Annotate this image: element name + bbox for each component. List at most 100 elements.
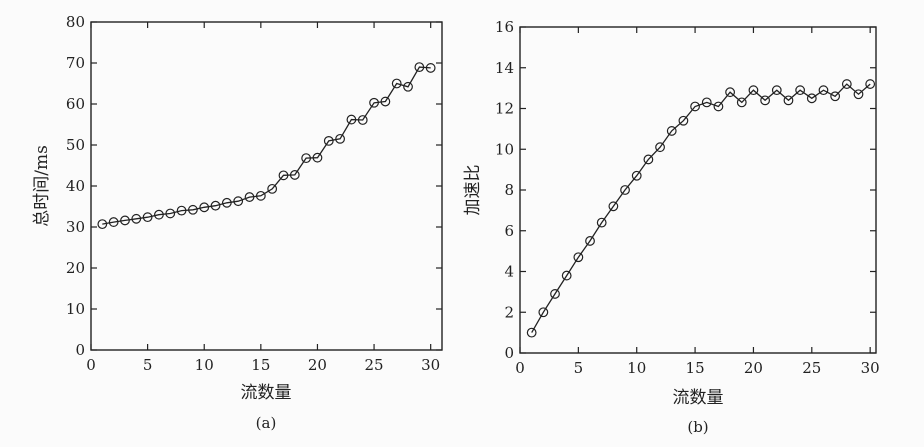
data-point — [221, 197, 232, 208]
y-tick-label: 2 — [504, 303, 514, 321]
data-point — [335, 133, 345, 144]
data-point — [131, 213, 142, 224]
chart-caption: (b) — [687, 418, 708, 436]
y-tick-label: 10 — [66, 300, 85, 318]
data-point — [771, 85, 782, 96]
x-tick-label: 20 — [744, 359, 763, 377]
data-point — [596, 217, 607, 228]
data-point — [713, 101, 724, 112]
x-tick-label: 25 — [365, 356, 384, 374]
data-point — [301, 153, 312, 164]
ticks — [90, 21, 442, 351]
ticks — [519, 26, 876, 354]
data-point — [210, 200, 221, 211]
data-point — [760, 95, 771, 106]
data-point — [620, 185, 630, 195]
data-point — [233, 196, 244, 207]
data-point — [725, 87, 735, 98]
x-tick-label: 0 — [515, 359, 525, 377]
data-point — [188, 204, 198, 215]
series-line — [531, 83, 871, 333]
data-point — [690, 101, 700, 112]
x-tick-label: 5 — [143, 356, 153, 374]
tick-labels: 0 5 10 15 20 25 30 0 2 4 6 8 10 12 14 16 — [495, 18, 880, 377]
x-tick-label: 5 — [574, 359, 584, 377]
data-point — [357, 115, 368, 125]
x-tick-label: 30 — [861, 359, 880, 377]
y-tick-label: 14 — [495, 59, 514, 77]
x-tick-label: 0 — [86, 356, 96, 374]
data-point — [701, 97, 712, 108]
data-point — [561, 270, 572, 281]
y-tick-label: 16 — [495, 18, 514, 36]
data-point — [865, 79, 876, 89]
y-axis-label: 总时间/ms — [32, 145, 52, 227]
data-point — [678, 115, 689, 126]
chart-caption: (a) — [256, 414, 277, 432]
data-point — [323, 135, 334, 146]
x-tick-label: 15 — [251, 356, 270, 374]
plot-frame — [519, 26, 877, 354]
y-tick-label: 60 — [66, 95, 85, 113]
y-tick-label: 40 — [66, 177, 85, 195]
data-point — [585, 236, 595, 246]
x-tick-label: 15 — [686, 359, 705, 377]
y-tick-label: 30 — [66, 218, 85, 236]
chart-b: 0 5 10 15 20 25 30 0 2 4 6 8 10 12 14 16 流数量 加速比 (b) — [463, 18, 880, 436]
y-tick-label: 6 — [504, 222, 514, 240]
data-point — [538, 307, 549, 318]
y-tick-label: 50 — [66, 136, 85, 154]
y-axis-label: 加速比 — [463, 165, 483, 216]
data-point — [199, 202, 210, 213]
x-tick-label: 30 — [421, 356, 440, 374]
y-tick-label: 70 — [66, 54, 85, 72]
data-point — [369, 97, 379, 108]
data-point — [841, 79, 852, 89]
data-point — [425, 63, 436, 73]
data-point — [414, 62, 425, 72]
data-point — [278, 170, 289, 181]
data-point — [806, 93, 817, 104]
data-point — [655, 142, 665, 153]
data-point — [830, 91, 841, 102]
y-tick-label: 8 — [504, 181, 514, 199]
data-point — [97, 219, 108, 230]
chart-a: 0 5 10 15 20 25 30 0 10 20 30 40 50 60 70 80 流数量 总时间/ms… — [32, 13, 443, 432]
data-point — [853, 89, 864, 100]
data-point — [795, 85, 806, 96]
data-point — [736, 97, 747, 108]
data-point — [120, 215, 130, 226]
data-point — [346, 114, 357, 125]
plot-frame — [90, 21, 443, 351]
data-point — [267, 183, 278, 194]
y-tick-label: 4 — [504, 263, 514, 281]
y-tick-label: 20 — [66, 259, 85, 277]
data-point — [244, 192, 255, 202]
x-axis-label: 流数量 — [241, 383, 292, 403]
data-point — [403, 81, 413, 92]
y-tick-label: 0 — [75, 341, 85, 359]
x-tick-label: 10 — [627, 359, 646, 377]
data-point — [608, 201, 619, 212]
data-point — [108, 217, 119, 227]
data-point — [550, 289, 560, 299]
data-point — [783, 95, 794, 106]
data-point — [165, 208, 176, 219]
x-tick-label: 10 — [195, 356, 214, 374]
y-tick-label: 12 — [495, 100, 514, 118]
data-point — [380, 96, 391, 107]
data-point — [312, 152, 323, 163]
x-tick-label: 20 — [308, 356, 327, 374]
series-line — [102, 66, 431, 225]
data-point — [666, 126, 677, 136]
data-points — [526, 79, 876, 338]
y-tick-label: 10 — [495, 140, 514, 158]
data-point — [526, 327, 537, 338]
data-point — [573, 252, 584, 263]
data-point — [818, 85, 829, 96]
x-axis-label: 流数量 — [673, 388, 724, 408]
data-point — [289, 170, 300, 180]
data-points — [97, 62, 436, 230]
data-point — [391, 78, 402, 89]
